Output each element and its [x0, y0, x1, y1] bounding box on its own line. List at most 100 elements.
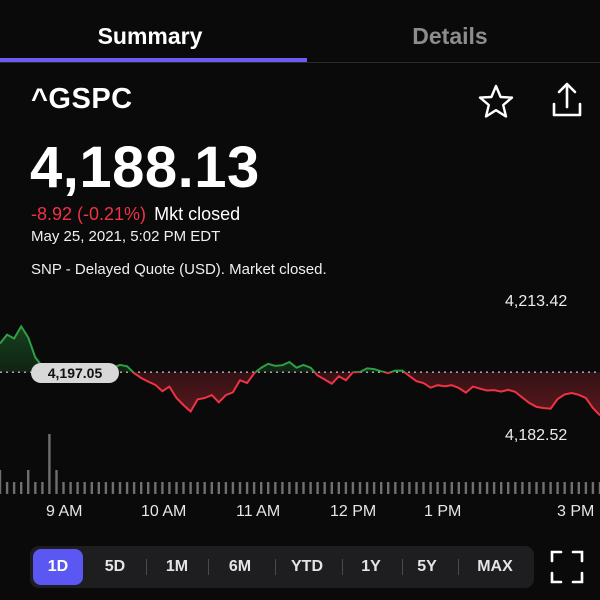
volume-bar: [351, 482, 355, 494]
volume-bar: [203, 482, 206, 494]
star-outline-icon: [478, 84, 514, 118]
volume-bar: [401, 482, 404, 494]
volume-bar: [0, 470, 2, 494]
volume-bar: [323, 482, 326, 494]
volume-bar: [20, 482, 23, 494]
volume-bar: [90, 482, 93, 494]
volume-bar: [224, 482, 228, 494]
volume-bar: [111, 482, 115, 494]
share-icon: [552, 82, 582, 117]
volume-bar: [281, 482, 284, 494]
price-line-down: [45, 372, 600, 417]
volume-bar: [316, 482, 319, 494]
volume-bar: [577, 482, 580, 494]
volume-bar: [34, 482, 37, 494]
ticker-symbol: ^GSPC: [31, 83, 133, 115]
range-1y[interactable]: 1Y: [361, 558, 381, 575]
volume-bar: [380, 482, 383, 494]
volume-bar: [408, 482, 411, 494]
volume-bar: [478, 482, 482, 494]
volume-bar: [231, 482, 235, 494]
volume-bar: [267, 482, 270, 494]
x-tick-label: 9 AM: [46, 503, 83, 520]
low-price-label: 4,182.52: [505, 427, 568, 444]
current-price: 4,188.13: [30, 135, 260, 200]
volume-bar: [507, 482, 510, 494]
volume-bar: [344, 482, 348, 494]
volume-bar: [372, 482, 376, 494]
market-status: Mkt closed: [154, 204, 241, 224]
add-to-watchlist-button[interactable]: [476, 82, 516, 122]
quote-source-note: SNP - Delayed Quote (USD). Market closed…: [31, 261, 327, 278]
price-change-row: -8.92 (-0.21%) Mkt closed: [31, 204, 240, 225]
volume-bar: [535, 482, 538, 494]
volume-bar: [252, 482, 256, 494]
volume-bar: [365, 482, 369, 494]
volume-bar: [196, 482, 199, 494]
volume-bar: [27, 470, 30, 494]
volume-bar: [175, 482, 178, 494]
volume-bar: [422, 482, 425, 494]
volume-bar: [309, 482, 312, 494]
volume-bar: [140, 482, 143, 494]
x-tick-label: 1 PM: [424, 503, 462, 520]
volume-bar: [5, 482, 9, 494]
range-separator: [146, 559, 147, 575]
volume-bar: [528, 482, 531, 494]
volume-bar: [62, 482, 65, 494]
volume-bar: [302, 482, 305, 494]
previous-close-badge: 4,197.05: [31, 363, 119, 383]
volume-bar: [189, 482, 192, 494]
volume-bar: [591, 482, 595, 494]
range-1d[interactable]: 1D: [33, 549, 83, 585]
volume-bar: [97, 482, 100, 494]
x-tick-label: 3 PM: [557, 503, 595, 520]
volume-bar: [217, 482, 220, 494]
range-separator: [402, 559, 403, 575]
range-1m[interactable]: 1M: [165, 558, 189, 575]
range-separator: [275, 559, 276, 575]
volume-bar: [570, 482, 573, 494]
volume-bar: [48, 434, 51, 494]
volume-bar: [358, 482, 362, 494]
range-5d[interactable]: 5D: [104, 558, 126, 575]
volume-bar: [436, 482, 439, 494]
volume-bar: [245, 482, 249, 494]
volume-bar: [443, 482, 446, 494]
intraday-price-chart[interactable]: [0, 290, 600, 530]
volume-bar: [485, 482, 489, 494]
volume-bar: [549, 482, 552, 494]
volume-bar: [394, 482, 397, 494]
volume-bar: [69, 482, 72, 494]
volume-bar: [500, 482, 503, 494]
volume-bar: [154, 482, 157, 494]
range-5y[interactable]: 5Y: [417, 558, 437, 575]
volume-bar: [563, 482, 566, 494]
volume-bar: [514, 482, 517, 494]
share-button[interactable]: [546, 80, 588, 122]
tab-summary[interactable]: Summary: [97, 23, 203, 49]
volume-bar: [76, 482, 79, 494]
volume-bar: [125, 482, 129, 494]
volume-bar: [104, 482, 108, 494]
active-tab-indicator: [0, 58, 307, 62]
range-selector: 1D 5D 1M 6M YTD 1Y 5Y MAX: [30, 546, 534, 588]
volume-bar: [83, 482, 86, 494]
tab-details[interactable]: Details: [412, 23, 488, 49]
x-tick-label: 10 AM: [141, 503, 187, 520]
x-tick-label: 12 PM: [330, 503, 377, 520]
range-separator: [208, 559, 209, 575]
volume-bar: [55, 470, 58, 494]
volume-bar: [274, 482, 277, 494]
range-6m[interactable]: 6M: [228, 558, 252, 575]
fullscreen-icon: [550, 550, 584, 584]
range-ytd[interactable]: YTD: [291, 558, 323, 575]
volume-bar: [492, 482, 496, 494]
volume-bars: [0, 434, 600, 494]
range-max[interactable]: MAX: [477, 558, 513, 575]
volume-bar: [210, 482, 213, 494]
fullscreen-button[interactable]: [549, 549, 585, 585]
x-tick-label: 11 AM: [236, 503, 281, 520]
volume-bar: [260, 482, 263, 494]
price-change: -8.92 (-0.21%): [31, 204, 147, 224]
